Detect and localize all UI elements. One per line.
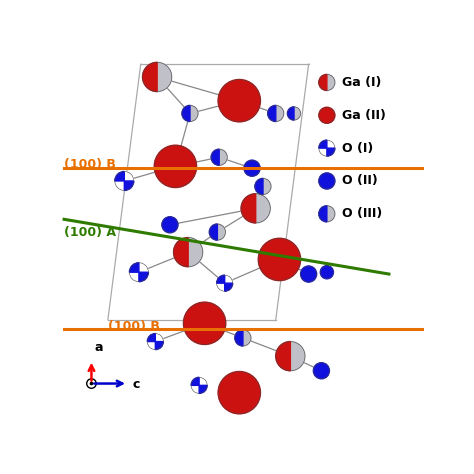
- Circle shape: [173, 237, 203, 267]
- Circle shape: [255, 178, 271, 194]
- Circle shape: [301, 266, 317, 282]
- Text: O (I): O (I): [342, 142, 374, 155]
- Wedge shape: [199, 385, 207, 393]
- Circle shape: [268, 105, 284, 121]
- Text: (100) B: (100) B: [108, 320, 160, 334]
- Wedge shape: [211, 149, 219, 165]
- Circle shape: [276, 342, 305, 371]
- Wedge shape: [235, 330, 243, 346]
- Wedge shape: [255, 178, 263, 194]
- Circle shape: [319, 206, 335, 222]
- Wedge shape: [124, 181, 134, 191]
- Wedge shape: [268, 105, 276, 121]
- Circle shape: [258, 238, 301, 281]
- Wedge shape: [210, 224, 218, 240]
- Circle shape: [313, 363, 329, 379]
- Circle shape: [182, 105, 198, 121]
- Circle shape: [191, 377, 207, 393]
- Circle shape: [319, 140, 335, 156]
- Wedge shape: [182, 105, 190, 121]
- Wedge shape: [327, 148, 335, 156]
- Wedge shape: [155, 342, 164, 350]
- Text: a: a: [94, 341, 103, 355]
- Circle shape: [210, 224, 226, 240]
- Circle shape: [147, 334, 164, 350]
- Circle shape: [183, 302, 226, 345]
- Wedge shape: [147, 334, 155, 342]
- Wedge shape: [129, 263, 139, 272]
- Circle shape: [115, 172, 134, 191]
- Circle shape: [91, 383, 92, 384]
- Circle shape: [87, 379, 96, 388]
- Wedge shape: [276, 342, 291, 371]
- Circle shape: [218, 372, 260, 414]
- Text: O (III): O (III): [342, 207, 383, 220]
- Circle shape: [217, 275, 233, 291]
- Wedge shape: [319, 140, 327, 148]
- Wedge shape: [319, 206, 327, 222]
- Wedge shape: [139, 272, 148, 282]
- Text: Ga (II): Ga (II): [342, 109, 386, 122]
- Text: (100) A: (100) A: [64, 226, 116, 238]
- Text: Ga (I): Ga (I): [342, 76, 382, 89]
- Wedge shape: [143, 63, 157, 91]
- Circle shape: [218, 80, 260, 122]
- Circle shape: [162, 217, 178, 233]
- Wedge shape: [217, 275, 225, 283]
- Circle shape: [235, 330, 251, 346]
- Circle shape: [241, 194, 270, 223]
- Text: O (II): O (II): [342, 174, 378, 188]
- Circle shape: [244, 160, 260, 176]
- Wedge shape: [319, 74, 327, 91]
- Text: (100) B: (100) B: [64, 158, 116, 171]
- Circle shape: [129, 263, 148, 282]
- Circle shape: [320, 265, 333, 279]
- Wedge shape: [191, 377, 199, 385]
- Circle shape: [211, 149, 227, 165]
- Circle shape: [319, 173, 335, 189]
- Circle shape: [154, 145, 197, 188]
- Wedge shape: [115, 172, 124, 181]
- Wedge shape: [225, 283, 233, 291]
- Circle shape: [319, 74, 335, 91]
- Wedge shape: [241, 194, 255, 223]
- Circle shape: [143, 63, 172, 91]
- Circle shape: [319, 107, 335, 123]
- Wedge shape: [173, 237, 188, 267]
- Text: c: c: [132, 379, 140, 392]
- Wedge shape: [287, 107, 294, 120]
- Circle shape: [287, 107, 301, 120]
